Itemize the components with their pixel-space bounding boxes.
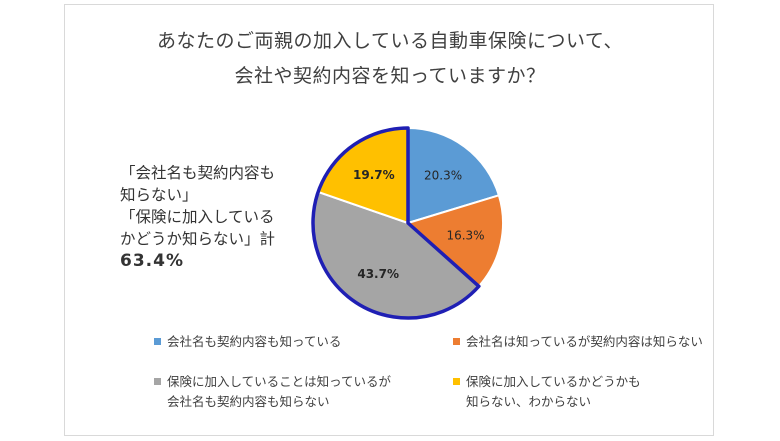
callout-line-4: かどうか知らない」計 bbox=[120, 230, 276, 248]
chart-title-line-1: あなたのご両親の加入している自動車保険について、 bbox=[157, 30, 623, 52]
callout-line-3: 「保険に加入している bbox=[120, 208, 275, 226]
callout-annotation: 「会社名も契約内容も 知らない」 「保険に加入している かどうか知らない」計 6… bbox=[120, 162, 275, 272]
slice-label-4: 19.7% bbox=[353, 168, 395, 182]
legend-label-3a: 保険に加入していることは知っているが bbox=[167, 374, 392, 389]
legend-swatch-1 bbox=[154, 338, 161, 345]
callout-line-1: 「会社名も契約内容も bbox=[120, 164, 276, 182]
chart-title-line-2: 会社や契約内容を知っていますか？ bbox=[234, 65, 546, 87]
legend-swatch-2 bbox=[453, 338, 460, 345]
legend-label-4a: 保険に加入しているかどうかも bbox=[466, 374, 641, 389]
legend-label-2: 会社名は知っているが契約内容は知らない bbox=[466, 334, 703, 349]
pie-slice-1 bbox=[407, 126, 501, 225]
legend-label-3b: 会社名も契約内容も知らない bbox=[167, 394, 330, 409]
legend-label-4b: 知らない、わからない bbox=[466, 394, 592, 409]
slice-label-2: 16.3% bbox=[446, 229, 484, 243]
legend-label-1: 会社名も契約内容も知っている bbox=[167, 334, 342, 349]
legend-swatch-4 bbox=[453, 378, 460, 385]
callout-line-2: 知らない」 bbox=[120, 186, 198, 204]
slice-label-1: 20.3% bbox=[424, 169, 462, 183]
legend-swatch-3 bbox=[154, 378, 161, 385]
highlight-outline bbox=[311, 126, 481, 320]
slice-label-3: 43.7% bbox=[357, 267, 399, 281]
pie-slice-2 bbox=[406, 194, 504, 288]
callout-total: 63.4% bbox=[120, 251, 184, 271]
